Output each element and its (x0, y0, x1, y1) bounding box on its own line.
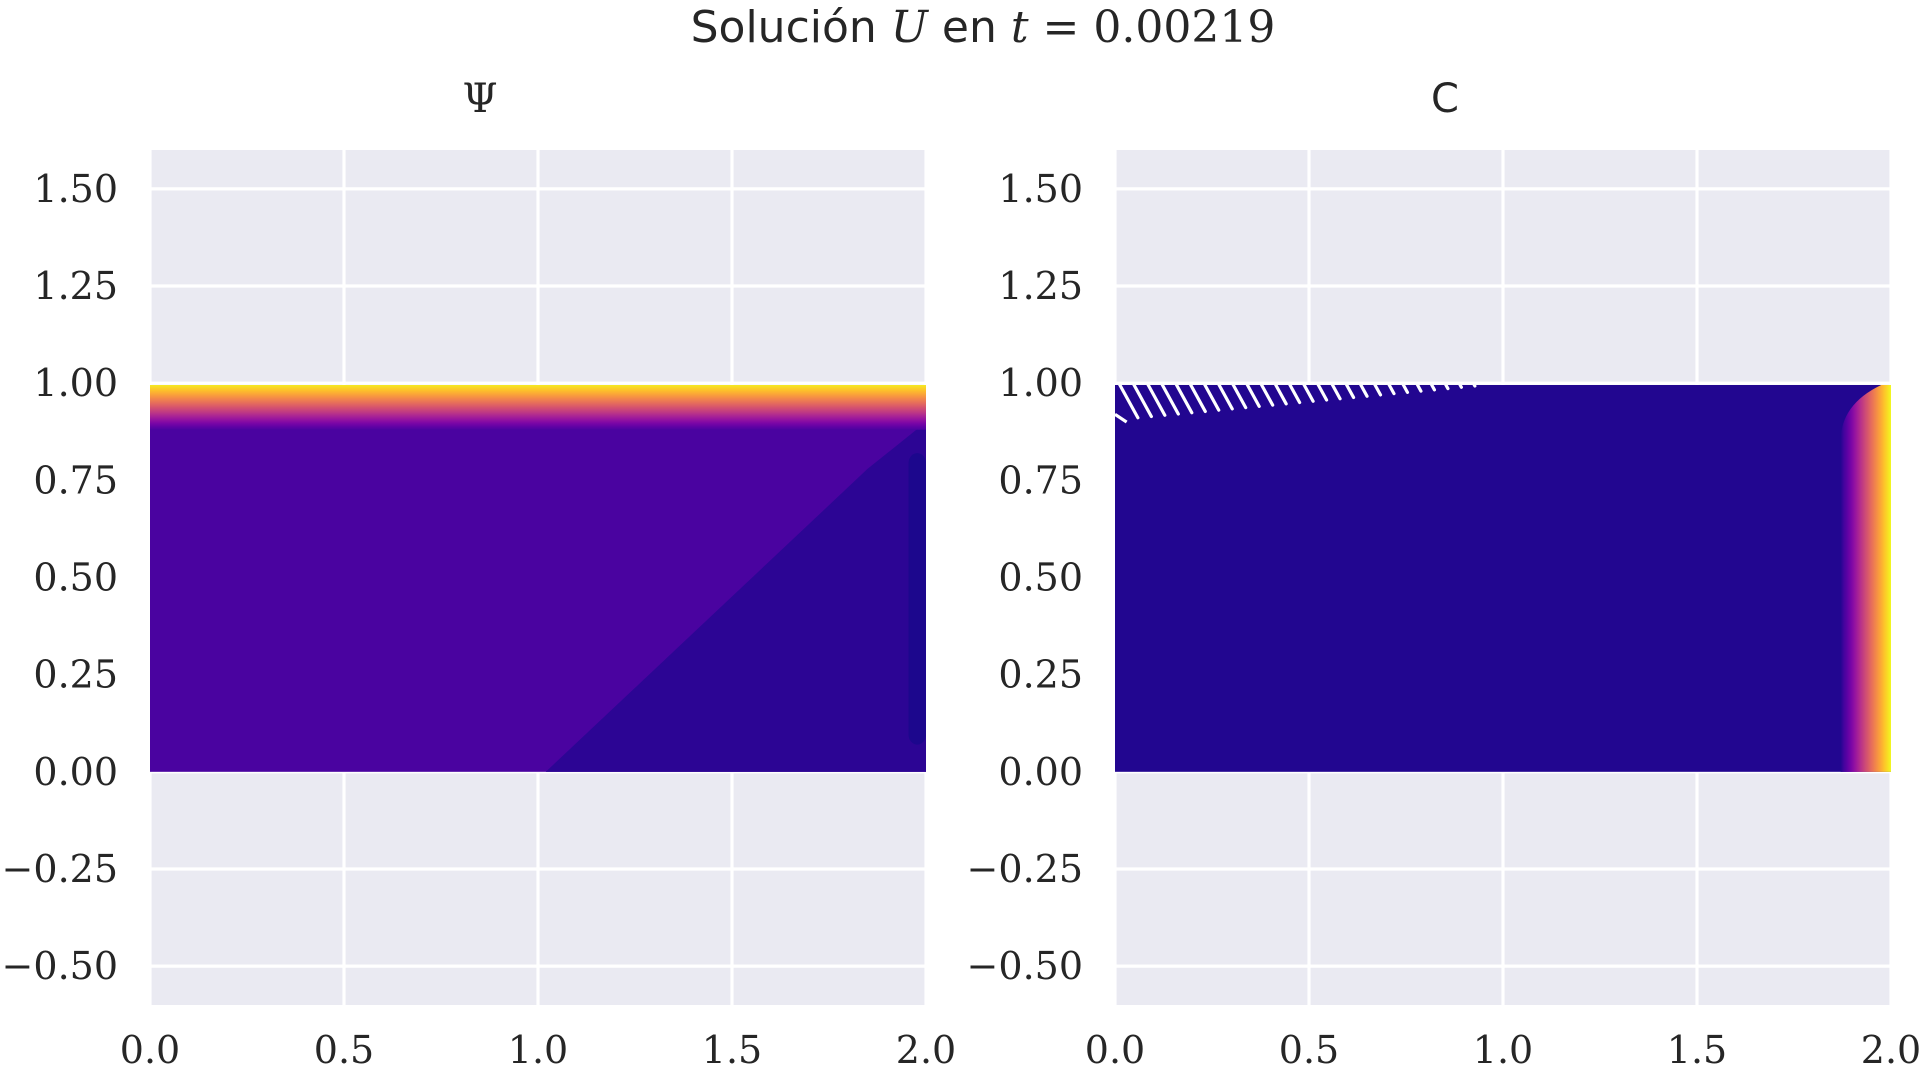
c-y-tick-label: 0.75 (998, 458, 1083, 502)
c-field (1115, 385, 1891, 772)
c-interior-region (1115, 385, 1891, 772)
c-hatch-stroke (1174, 385, 1194, 415)
suptitle-eq: = (1043, 2, 1080, 53)
c-hatch-stroke (1188, 385, 1207, 414)
c-y-tick-label: 1.25 (998, 264, 1083, 308)
c-x-tick-label: 1.5 (1667, 1028, 1727, 1072)
c-hatch-stroke (1259, 385, 1275, 407)
c-x-tick-labels: 0.0 0.5 1.0 1.5 2.0 (1085, 1028, 1920, 1072)
c-x-tick-label: 1.0 (1473, 1028, 1533, 1072)
psi-y-tick-label: 0.00 (33, 750, 118, 794)
c-y-tick-label: 0.50 (998, 556, 1083, 600)
psi-field (150, 385, 926, 772)
psi-top-band (150, 385, 926, 430)
c-hatch-stroke (1472, 385, 1477, 388)
psi-y-tick-label: 0.25 (33, 653, 118, 697)
c-y-tick-label: −0.50 (967, 944, 1083, 988)
c-hatch-stroke (1458, 385, 1463, 389)
suptitle-tvar: t (1011, 2, 1029, 53)
figure-suptitle: Solución U en t = 0.00219 (691, 2, 1276, 53)
psi-x-tick-label: 0.0 (120, 1028, 180, 1072)
psi-x-tick-label: 2.0 (896, 1028, 956, 1072)
c-y-tick-label: −0.25 (967, 847, 1083, 891)
psi-y-tick-label: 0.50 (33, 556, 118, 600)
c-hatch-stroke (1316, 385, 1329, 402)
c-hatch-stroke (1415, 385, 1423, 393)
c-hatch-stroke (1387, 385, 1396, 396)
c-hatch-stroke (1118, 385, 1140, 420)
psi-x-tick-label: 1.5 (702, 1028, 762, 1072)
suptitle-tval: 0.00219 (1093, 2, 1275, 53)
psi-y-tick-label: 1.00 (33, 361, 118, 405)
c-y-tick-label: 0.25 (998, 653, 1083, 697)
c-hatch-stroke (1160, 385, 1180, 416)
psi-panel: 1.50 1.25 1.00 0.75 0.50 0.25 0.00 −0.25 −0.50 0… (2, 76, 957, 1072)
psi-x-tick-labels: 0.0 0.5 1.0 1.5 2.0 (120, 1028, 956, 1072)
c-hatch-stroke (1115, 412, 1128, 424)
psi-y-tick-labels: 1.50 1.25 1.00 0.75 0.50 0.25 0.00 −0.25 −0.50 (2, 167, 118, 988)
c-hatch-stroke (1288, 385, 1302, 405)
suptitle-mid: en (942, 2, 997, 53)
c-y-tick-label: 0.00 (998, 750, 1083, 794)
psi-y-tick-label: 1.50 (33, 167, 118, 211)
c-y-tick-label: 1.00 (998, 361, 1083, 405)
c-hatch-stroke (1231, 385, 1248, 410)
c-hatch-stroke (1217, 385, 1234, 411)
c-hatch-stroke (1429, 385, 1437, 392)
psi-y-tick-label: −0.50 (2, 944, 118, 988)
c-hatch-stroke (1132, 385, 1153, 419)
suptitle-word: Solución (691, 2, 877, 53)
c-hatch-stroke (1444, 385, 1450, 391)
c-x-tick-label: 0.5 (1279, 1028, 1339, 1072)
psi-y-tick-label: 1.25 (33, 264, 118, 308)
c-hatch-stroke (1330, 385, 1342, 401)
c-hatch-stroke (1373, 385, 1383, 397)
c-hatch-stroke (1359, 385, 1369, 398)
psi-right-edge-region (908, 453, 926, 745)
psi-panel-title: Ψ (462, 76, 497, 122)
c-right-band (1840, 385, 1891, 772)
suptitle-var: U (891, 2, 930, 53)
psi-x-tick-label: 0.5 (314, 1028, 374, 1072)
psi-y-tick-label: 0.75 (33, 458, 118, 502)
c-y-tick-label: 1.50 (998, 167, 1083, 211)
c-hatch-stroke (1245, 385, 1261, 408)
c-x-tick-label: 2.0 (1861, 1028, 1920, 1072)
psi-lower-right-region (545, 422, 926, 772)
c-hatch-stroke (1146, 385, 1167, 417)
c-y-tick-labels: 1.50 1.25 1.00 0.75 0.50 0.25 0.00 −0.25 −0.50 (967, 167, 1083, 988)
psi-y-tick-label: −0.25 (2, 847, 118, 891)
c-x-tick-label: 0.0 (1085, 1028, 1145, 1072)
c-hatch-stroke (1302, 385, 1315, 403)
c-hatch-stroke (1344, 385, 1356, 400)
psi-x-tick-label: 1.0 (508, 1028, 568, 1072)
c-panel-title: C (1431, 76, 1459, 122)
c-hatch-stroke (1401, 385, 1410, 394)
c-hatch-stroke (1203, 385, 1221, 412)
c-hatch-stroke (1273, 385, 1288, 406)
c-panel: 1.50 1.25 1.00 0.75 0.50 0.25 0.00 −0.25 −0.50 0… (967, 76, 1920, 1072)
c-top-left-hatching (1115, 385, 1477, 424)
